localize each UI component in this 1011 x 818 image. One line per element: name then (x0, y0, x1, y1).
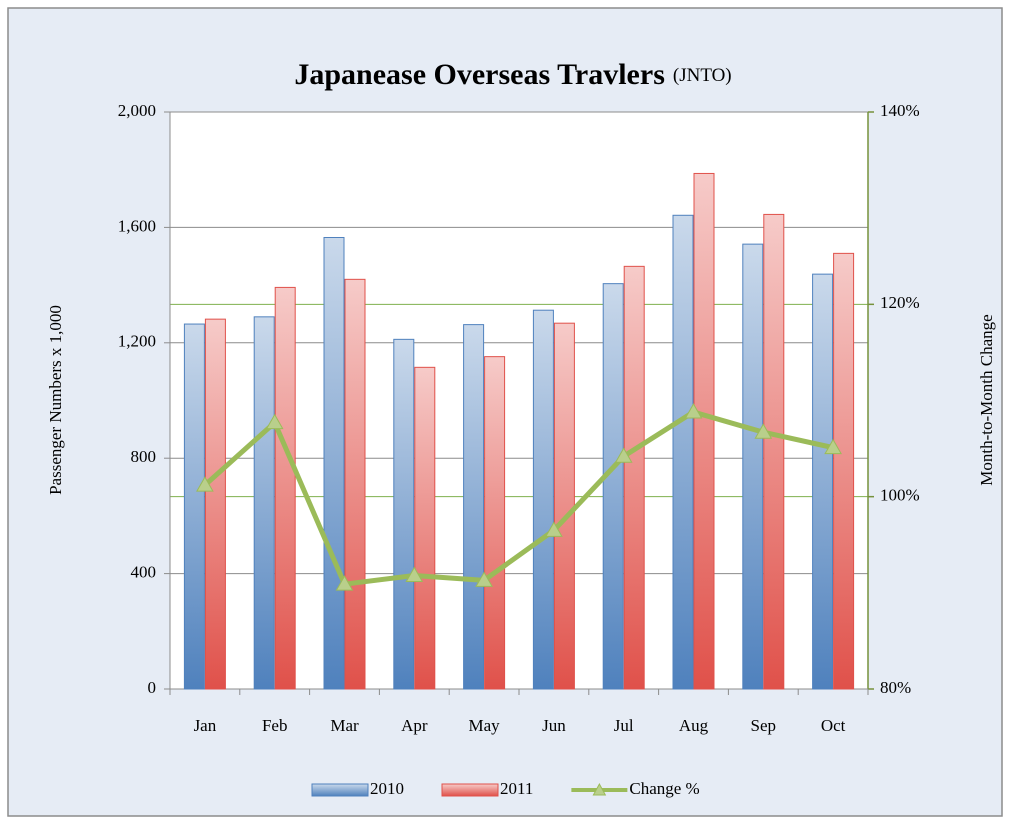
x-tick-label: Jan (194, 716, 217, 735)
bar (253, 316, 275, 690)
line-marker (405, 566, 424, 583)
bar (763, 213, 785, 690)
bar (463, 324, 485, 690)
bar (602, 283, 624, 690)
chart-subtitle: (JNTO) (673, 65, 732, 86)
bar (183, 323, 205, 690)
y2-axis-label: Month-to-Month Change (977, 314, 996, 485)
bar (204, 318, 226, 690)
line-marker (684, 403, 703, 419)
bar (623, 265, 645, 690)
bar (414, 366, 436, 690)
x-tick-label: Feb (262, 716, 288, 735)
bar (693, 172, 715, 690)
y2-tick-label: 100% (880, 486, 920, 505)
bar (484, 356, 506, 690)
legend-label: 2010 (370, 779, 404, 798)
y-tick-label: 0 (148, 678, 157, 697)
x-tick-label: Mar (330, 716, 359, 735)
legend-label: Change % (629, 779, 699, 798)
x-tick-label: Jun (542, 716, 566, 735)
bar (344, 278, 366, 690)
y2-tick-label: 120% (880, 293, 920, 312)
bar (833, 252, 855, 690)
y-tick-label: 1,600 (118, 216, 156, 235)
y-axis-label: Passenger Numbers x 1,000 (46, 305, 65, 495)
line-marker (475, 571, 493, 587)
bar (323, 236, 345, 690)
legend-label: 2011 (500, 779, 533, 798)
line-marker (335, 575, 354, 591)
bar (553, 322, 575, 690)
y2-tick-label: 140% (880, 101, 920, 120)
line-marker (824, 438, 842, 455)
x-tick-label: Apr (401, 716, 428, 735)
bar (812, 273, 834, 690)
x-tick-label: Oct (821, 716, 846, 735)
y2-tick-label: 80% (880, 678, 911, 697)
legend-swatch (311, 783, 369, 797)
x-tick-label: Jul (614, 716, 634, 735)
line-marker (614, 447, 633, 463)
bar (742, 243, 764, 690)
y-tick-label: 1,200 (118, 332, 156, 351)
bar (532, 309, 554, 690)
legend-marker (592, 782, 607, 796)
x-tick-label: Sep (751, 716, 777, 735)
y-tick-label: 400 (131, 563, 157, 582)
chart-title: Japanease Overseas Travlers (294, 58, 665, 91)
legend-swatch (441, 783, 499, 797)
bar (393, 338, 415, 690)
chart-title-group: Japanease Overseas Travlers (JNTO) (294, 58, 731, 91)
x-tick-label: May (469, 716, 501, 735)
bar (274, 286, 296, 690)
x-tick-label: Aug (679, 716, 709, 735)
line (203, 409, 834, 587)
bar (672, 214, 694, 690)
line-marker (545, 521, 563, 537)
y-tick-label: 800 (131, 447, 157, 466)
line-marker (754, 423, 773, 439)
line-marker (196, 476, 214, 492)
y-tick-label: 2,000 (118, 101, 156, 120)
line-marker (265, 413, 284, 430)
